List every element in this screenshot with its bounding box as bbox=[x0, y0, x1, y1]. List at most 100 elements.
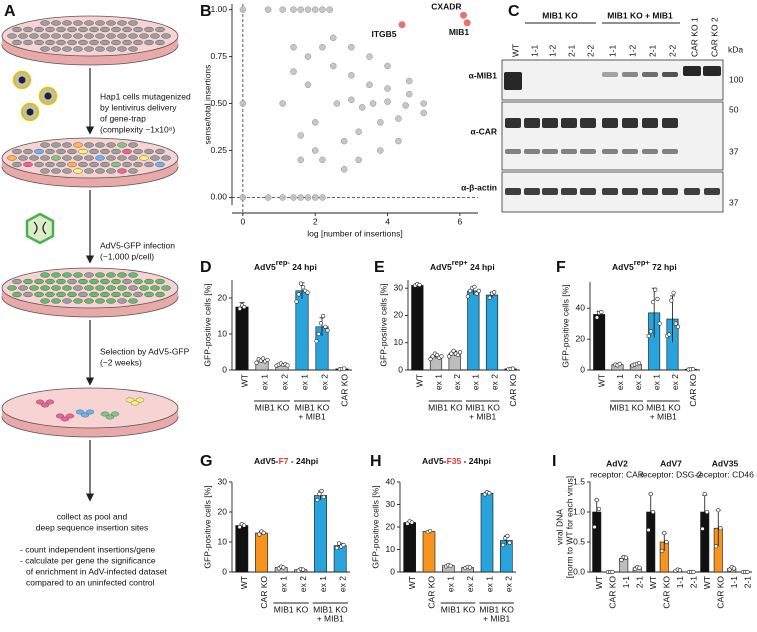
y-tick-label: 1.5 bbox=[573, 476, 585, 486]
y-tick-label: 0.0 bbox=[573, 566, 585, 576]
cell bbox=[45, 26, 55, 33]
x-tick-label: CAR KO bbox=[608, 576, 618, 609]
band bbox=[542, 188, 558, 195]
data-point bbox=[305, 290, 310, 295]
cell bbox=[12, 39, 22, 46]
lentivirus-core bbox=[18, 76, 26, 84]
data-point bbox=[646, 333, 651, 339]
cell bbox=[34, 39, 44, 46]
point bbox=[290, 68, 297, 75]
cell bbox=[40, 155, 50, 161]
marker-label: 37 bbox=[729, 197, 739, 207]
x-tick-label: WT bbox=[407, 576, 417, 589]
cell bbox=[117, 33, 127, 39]
cell bbox=[161, 285, 171, 291]
x-tick-label: CAR KO bbox=[688, 374, 698, 407]
data-point bbox=[298, 281, 304, 286]
cell bbox=[89, 278, 99, 285]
data-point bbox=[492, 290, 497, 295]
point bbox=[420, 109, 427, 117]
y-axis-label: [norm to WT for each virus] bbox=[564, 476, 574, 578]
point bbox=[304, 81, 312, 89]
cell bbox=[62, 155, 72, 161]
lane-label: 2-1 bbox=[566, 44, 576, 57]
cell bbox=[12, 291, 22, 298]
cell bbox=[56, 161, 66, 168]
point bbox=[297, 194, 304, 201]
data-point bbox=[241, 523, 247, 528]
cell bbox=[40, 272, 50, 278]
data-point bbox=[487, 491, 492, 496]
point bbox=[279, 100, 286, 107]
title-part: rep- bbox=[276, 258, 291, 267]
y-axis-label: GFP-positive cells [%] bbox=[378, 283, 388, 366]
point bbox=[420, 100, 427, 107]
x-tick-label: 2-1 bbox=[689, 576, 699, 589]
chart-title: AdV5rep+ 72 hpi bbox=[612, 258, 677, 272]
bar bbox=[314, 495, 327, 573]
cell bbox=[29, 33, 39, 39]
cell bbox=[111, 291, 121, 298]
cell bbox=[73, 298, 83, 304]
cell bbox=[62, 46, 72, 52]
title-part: rep+ bbox=[634, 258, 651, 267]
data-point bbox=[623, 555, 629, 560]
step-text: (~2 weeks) bbox=[100, 357, 142, 367]
y-tick-label: 1.00 bbox=[210, 4, 227, 14]
section-subtitle: receptor: CAR bbox=[590, 469, 644, 479]
lane-label: 1-2 bbox=[627, 44, 637, 57]
x-tick-label: ex 1 bbox=[433, 374, 443, 390]
cell bbox=[155, 291, 165, 298]
band bbox=[662, 72, 678, 77]
band bbox=[561, 149, 577, 154]
y-tick-label: 0.50 bbox=[210, 98, 227, 108]
data-point bbox=[242, 304, 247, 310]
data-point bbox=[319, 488, 324, 494]
section-subtitle: receptor: CD46 bbox=[696, 469, 754, 479]
cell bbox=[128, 20, 138, 26]
data-point bbox=[650, 509, 656, 515]
data-point bbox=[500, 542, 506, 548]
cell bbox=[12, 278, 22, 285]
y-tick-label: 10 bbox=[394, 337, 404, 347]
cell bbox=[23, 26, 33, 33]
cell bbox=[95, 142, 105, 148]
cell bbox=[78, 161, 88, 168]
x-tick-label: ex 2 bbox=[504, 576, 514, 592]
lentivirus-core bbox=[44, 92, 52, 100]
point bbox=[304, 194, 312, 201]
cell bbox=[75, 409, 85, 415]
data-point bbox=[451, 348, 456, 354]
cell bbox=[84, 155, 94, 161]
cell bbox=[67, 161, 77, 168]
point bbox=[326, 6, 333, 13]
y-axis-label: viral DNA bbox=[554, 509, 564, 545]
cell bbox=[100, 291, 110, 298]
data-point bbox=[704, 509, 710, 515]
data-point bbox=[336, 541, 342, 546]
antibody-label: α-β-actin bbox=[461, 182, 497, 192]
cell bbox=[144, 26, 154, 33]
cell bbox=[128, 155, 138, 161]
data-point bbox=[447, 354, 452, 359]
cell bbox=[155, 26, 165, 33]
x-tick-label: 1-1 bbox=[675, 576, 685, 589]
x-tick-label: 4 bbox=[385, 216, 390, 226]
group-label: MIB1 KO bbox=[255, 402, 290, 412]
cell bbox=[62, 168, 72, 174]
hit-point bbox=[398, 21, 406, 29]
note-text: - calculate per gene the significance bbox=[20, 555, 156, 565]
chart-title: AdV5-F7 - 24hpi bbox=[254, 456, 318, 466]
cell bbox=[73, 20, 83, 26]
x-tick-label: ex 2 bbox=[279, 374, 289, 390]
data-point bbox=[316, 331, 321, 337]
cell bbox=[18, 155, 28, 161]
cell bbox=[144, 39, 154, 46]
bar bbox=[235, 306, 249, 371]
lane-label: 1-2 bbox=[547, 44, 557, 57]
cell bbox=[34, 148, 44, 155]
band bbox=[602, 188, 618, 195]
hit-label: ITGB5 bbox=[372, 29, 397, 39]
cell bbox=[73, 33, 83, 39]
